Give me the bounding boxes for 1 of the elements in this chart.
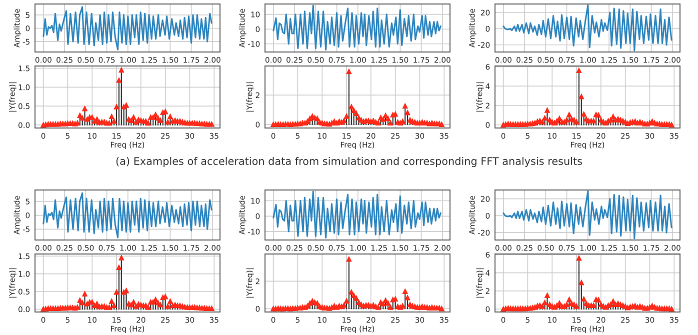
text: (a) Examples of acceleration data from simulation and corresponding FFT analysis results — [116, 156, 582, 168]
